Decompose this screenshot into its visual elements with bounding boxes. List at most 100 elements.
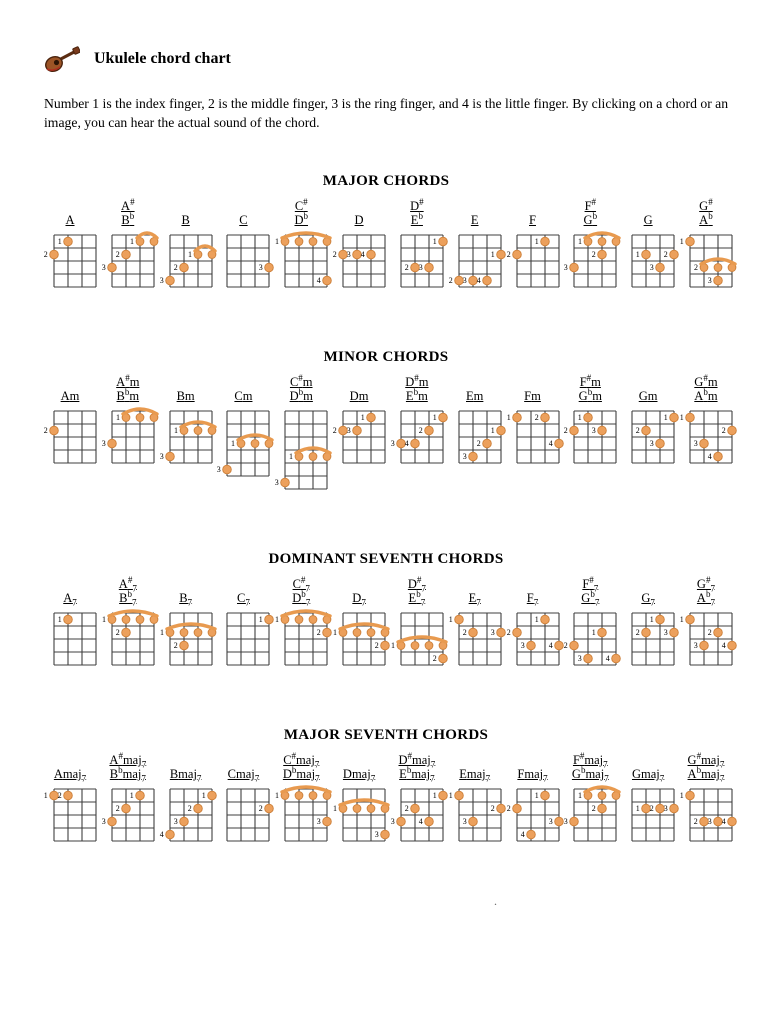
chord-label-line[interactable]: C#	[294, 196, 308, 213]
chord-label[interactable]: G# Ab	[699, 194, 713, 227]
chord-label-line[interactable]: Dm	[349, 388, 369, 403]
chord-label-line[interactable]: B7	[179, 590, 193, 608]
chord-label[interactable]: Fm	[524, 370, 541, 403]
chord-label[interactable]: D7	[352, 572, 366, 608]
chord-diagram[interactable]: 12	[97, 606, 159, 667]
chord-diagram[interactable]: 1 2 3	[617, 228, 679, 289]
chord-label-line[interactable]: G	[643, 212, 653, 227]
chord-label-line[interactable]: F#7	[582, 574, 599, 594]
chord-label-line[interactable]: G#maj7	[687, 750, 725, 770]
chord-label[interactable]: Gmaj7	[632, 748, 664, 783]
chord-diagram[interactable]: 1 2 3 4	[502, 606, 564, 667]
chord-label-line[interactable]: D7	[352, 590, 366, 608]
chord-label-line[interactable]: Ab7	[696, 588, 715, 608]
chord-label-line[interactable]: D	[354, 212, 364, 227]
chord-diagram[interactable]: 1 2 3	[444, 404, 506, 465]
chord-Dm[interactable]: Dm 1 2 3	[333, 370, 386, 465]
chord-label-line[interactable]: Bbmaj7	[109, 764, 146, 784]
chord-B[interactable]: B 1 2 3	[159, 194, 217, 289]
chord-G#7-Ab7[interactable]: G#7 Ab7 1 2 3 4	[680, 572, 737, 667]
chord-label-line[interactable]: A#maj7	[109, 750, 147, 770]
chord-diagram[interactable]: 2	[212, 782, 275, 843]
chord-label[interactable]: C#maj7 Dbmaj7	[282, 748, 320, 784]
chord-diagram[interactable]: 14	[270, 228, 333, 289]
chord-label[interactable]: E7	[468, 572, 481, 608]
chord-diagram[interactable]: 1 2 3 4	[675, 606, 737, 667]
chord-F7[interactable]: F7 1 2 3 4	[506, 572, 564, 667]
chord-label-line[interactable]: Ab	[699, 210, 713, 227]
chord-F#maj7-Gbmaj7[interactable]: F#maj7 Gbmaj7 1 2 3	[564, 748, 622, 843]
chord-label-line[interactable]: E	[470, 212, 479, 227]
chord-D[interactable]: D 2 3 4	[333, 194, 386, 289]
chord-label-line[interactable]: Gbm	[578, 386, 602, 403]
chord-label-line[interactable]: Db	[294, 210, 309, 227]
chord-C#7-Db7[interactable]: C#7 Db7 1 2	[275, 572, 333, 667]
chord-label[interactable]: B7	[179, 572, 193, 608]
chord-F[interactable]: F 1 2	[506, 194, 560, 289]
chord-diagram[interactable]: 1 2 3 4	[444, 228, 506, 289]
chord-label-line[interactable]: G#	[699, 196, 713, 213]
chord-A[interactable]: A 1 2	[44, 194, 97, 289]
chord-diagram[interactable]: 12	[502, 228, 564, 289]
chord-label[interactable]: C#m Dbm	[290, 370, 313, 403]
chord-label-line[interactable]: G#7	[696, 574, 715, 594]
chord-label[interactable]: C#7 Db7	[292, 572, 311, 608]
chord-label-line[interactable]: F#maj7	[572, 750, 608, 770]
chord-label-line[interactable]: E7	[468, 590, 481, 608]
chord-label-line[interactable]: Ebm	[405, 386, 428, 403]
chord-Dmaj7[interactable]: Dmaj7 1 3	[333, 748, 390, 843]
chord-Cmaj7[interactable]: Cmaj7 2	[217, 748, 275, 843]
chord-Am[interactable]: Am 2	[44, 370, 97, 465]
chord-label-line[interactable]: B	[181, 212, 190, 227]
chord-label[interactable]: Dmaj7	[343, 748, 375, 783]
chord-Emaj7[interactable]: Emaj7 1 2 3	[448, 748, 506, 843]
chord-label-line[interactable]: D#maj7	[398, 750, 436, 770]
chord-label-line[interactable]: C#m	[289, 372, 313, 389]
chord-label[interactable]: Amaj7	[53, 748, 87, 784]
chord-diagram[interactable]: 12	[155, 606, 217, 667]
chord-label-line[interactable]: Gb	[583, 210, 598, 227]
chord-label[interactable]: Em	[466, 370, 483, 403]
chord-label[interactable]: A	[65, 194, 74, 227]
chord-label-line[interactable]: Emaj7	[459, 766, 491, 784]
chord-label[interactable]: F	[529, 194, 536, 227]
chord-label-line[interactable]: Gb7	[581, 588, 600, 608]
chord-label-line[interactable]: Abmaj7	[687, 764, 725, 784]
chord-diagram[interactable]: 12	[328, 606, 390, 667]
chord-label[interactable]: D#m Ebm	[405, 370, 428, 403]
chord-label-line[interactable]: Bb7	[119, 588, 137, 608]
chord-diagram[interactable]: 1 2 3	[559, 404, 621, 465]
chord-label-line[interactable]: Bm	[176, 388, 195, 403]
chord-label[interactable]: G	[644, 194, 653, 227]
chord-C#maj7-Dbmaj7[interactable]: C#maj7 Dbmaj7 1 3	[275, 748, 333, 843]
chord-label-line[interactable]: D#m	[405, 372, 429, 389]
chord-label[interactable]: Fmaj7	[517, 748, 547, 783]
chord-label-line[interactable]: Eb	[410, 210, 423, 227]
chord-C7[interactable]: C7 1	[217, 572, 275, 667]
chord-diagram[interactable]: 13	[212, 404, 275, 478]
chord-label-line[interactable]: Bmaj7	[169, 766, 202, 784]
chord-label-line[interactable]: Amaj7	[53, 766, 87, 784]
chord-label-line[interactable]: F#	[584, 196, 597, 213]
chord-label-line[interactable]: G#m	[694, 372, 718, 389]
chord-Amaj7[interactable]: Amaj7 1 2	[44, 748, 97, 843]
chord-diagram[interactable]: 1 2 3 4	[155, 782, 217, 843]
chord-label[interactable]: C7	[237, 572, 250, 607]
chord-label[interactable]: Cmaj7	[228, 748, 260, 783]
chord-Fmaj7[interactable]: Fmaj7 1 2 3 4	[506, 748, 564, 843]
chord-label[interactable]: Cm	[234, 370, 252, 403]
chord-label[interactable]: G#maj7 Abmaj7	[687, 748, 725, 784]
chord-label[interactable]: F#7 Gb7	[581, 572, 600, 608]
chord-label-line[interactable]: A7	[63, 590, 77, 608]
chord-Em[interactable]: Em 1 2 3	[449, 370, 506, 465]
chord-diagram[interactable]: 2	[39, 404, 101, 465]
chord-diagram[interactable]: 1 2 3 4	[386, 782, 448, 843]
chord-G#m-Abm[interactable]: G#m Abm 1 2 3 4	[680, 370, 737, 465]
chord-label[interactable]: D# Eb	[410, 194, 424, 227]
chord-label-line[interactable]: Abm	[694, 386, 718, 403]
chord-label-line[interactable]: Db7	[292, 588, 311, 608]
chord-diagram[interactable]: 1 2 3	[97, 782, 159, 843]
chord-label-line[interactable]: Dbmaj7	[282, 764, 320, 784]
